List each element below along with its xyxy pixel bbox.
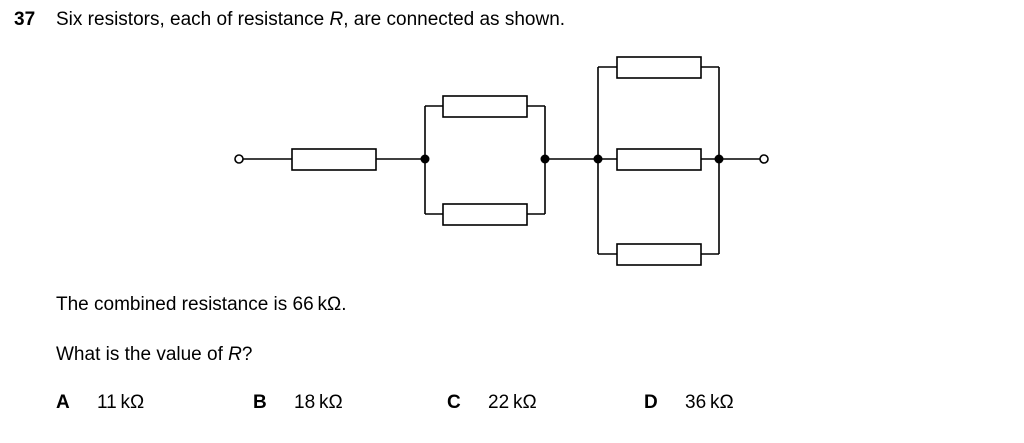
option-d-letter: D: [644, 392, 658, 413]
resistor-triple-top: [616, 56, 702, 79]
question-prompt: What is the value of R?: [56, 343, 252, 367]
question-stem-before: Six resistors, each of resistance: [56, 9, 330, 30]
question-prompt-variable: R: [228, 344, 242, 365]
junction-dot-2: [540, 154, 550, 164]
resistor-series: [291, 148, 377, 171]
junction-dot-1: [420, 154, 430, 164]
junction-dot-3: [593, 154, 603, 164]
option-a-value: 11 kΩ: [97, 392, 145, 413]
option-a-letter: A: [56, 392, 70, 413]
resistor-triple-bottom: [616, 243, 702, 266]
question-number: 37: [14, 9, 36, 30]
resistor-triple-middle: [616, 148, 702, 171]
resistor-pair-top: [442, 95, 528, 118]
option-b-letter: B: [253, 392, 267, 413]
option-b-value: 18 kΩ: [294, 392, 343, 413]
question-prompt-after: ?: [241, 344, 253, 365]
question-stem-variable: R: [329, 9, 344, 30]
option-c-value: 22 kΩ: [488, 392, 537, 413]
junction-dot-4: [714, 154, 724, 164]
question-prompt-before: What is the value of: [56, 344, 229, 365]
combined-resistance-statement: The combined resistance is 66 kΩ.: [56, 294, 347, 315]
option-c-letter: C: [447, 392, 461, 413]
resistor-pair-bottom: [442, 203, 528, 226]
input-terminal: [234, 154, 244, 164]
option-d-value: 36 kΩ: [685, 392, 734, 413]
question-stem-after: , are connected as shown.: [343, 9, 566, 30]
question-stem: Six resistors, each of resistance R, are…: [56, 8, 565, 32]
output-terminal: [759, 154, 769, 164]
